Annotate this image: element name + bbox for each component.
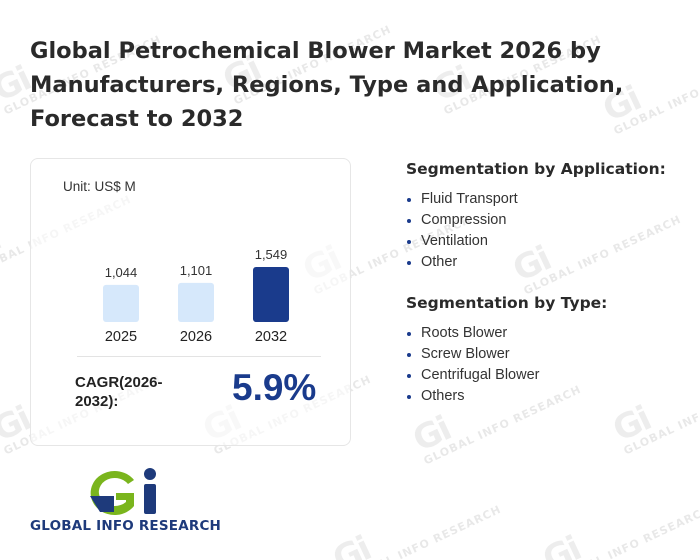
segmentation-application-list: Fluid Transport Compression Ventilation … xyxy=(406,189,518,273)
category-label: 2026 xyxy=(180,329,212,345)
company-logo: GLOBAL INFO RESEARCH xyxy=(30,466,230,536)
cagr-label-line2: 2032): xyxy=(75,393,119,410)
chart-card: Unit: US$ M 1,044 2025 1,101 2026 1,549 2032 … xyxy=(30,158,351,446)
value-label: 1,044 xyxy=(105,265,138,280)
list-item: Screw Blower xyxy=(406,344,539,365)
category-label: 2032 xyxy=(255,329,287,345)
logo-text: GLOBAL INFO RESEARCH xyxy=(30,518,222,534)
category-label: 2025 xyxy=(105,329,137,345)
divider xyxy=(77,356,321,357)
list-item: Others xyxy=(406,386,539,407)
list-item: Fluid Transport xyxy=(406,189,518,210)
cagr-value: 5.9% xyxy=(232,367,317,408)
segmentation-application-heading: Segmentation by Application: xyxy=(406,160,666,178)
segmentation-type-heading: Segmentation by Type: xyxy=(406,294,608,312)
list-item: Compression xyxy=(406,210,518,231)
list-item: Ventilation xyxy=(406,231,518,252)
value-label: 1,101 xyxy=(180,263,213,278)
unit-label: Unit: US$ M xyxy=(63,179,136,194)
bar-chart: 1,044 2025 1,101 2026 1,549 2032 xyxy=(103,247,289,345)
cagr-label: CAGR(2026- 2032): xyxy=(75,373,163,411)
cagr-label-line1: CAGR(2026- xyxy=(75,374,163,391)
bar-2026 xyxy=(178,282,214,322)
page-title: Global Petrochemical Blower Market 2026 … xyxy=(30,38,624,132)
segmentation-type-list: Roots Blower Screw Blower Centrifugal Bl… xyxy=(406,323,539,407)
bar-2032 xyxy=(253,267,289,322)
list-item: Centrifugal Blower xyxy=(406,365,539,386)
value-label: 1,549 xyxy=(255,247,288,262)
gi-logo-icon xyxy=(90,468,156,515)
list-item: Roots Blower xyxy=(406,323,539,344)
list-item: Other xyxy=(406,252,518,273)
bar-2025 xyxy=(103,284,139,322)
